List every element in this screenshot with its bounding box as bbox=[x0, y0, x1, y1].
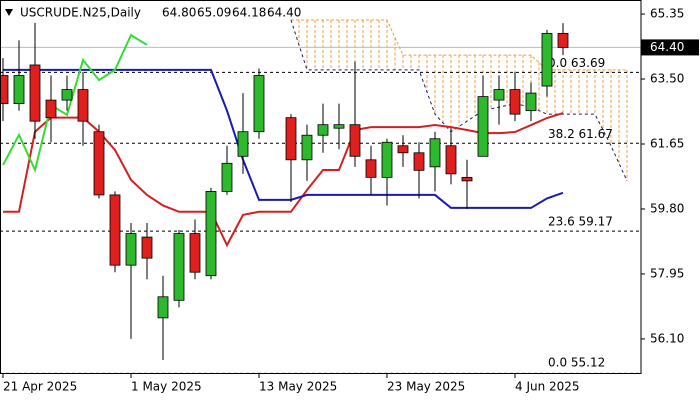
candle-body bbox=[525, 92, 537, 112]
candle-body bbox=[125, 233, 137, 266]
menu-triangle[interactable] bbox=[5, 9, 13, 16]
candle-body bbox=[381, 141, 393, 178]
candle-body bbox=[333, 124, 345, 129]
price-box bbox=[641, 39, 699, 56]
candle-body bbox=[349, 124, 361, 157]
candle-body bbox=[13, 75, 25, 105]
ohlc-high: 65.09 bbox=[197, 6, 231, 20]
candle-body bbox=[109, 194, 121, 266]
candle-body bbox=[429, 138, 441, 168]
candle-body bbox=[413, 152, 425, 171]
y-tick-label: 65.35 bbox=[650, 7, 684, 21]
ohlc-low: 64.18 bbox=[232, 6, 266, 20]
candle-body bbox=[461, 176, 473, 182]
indicator-line bbox=[3, 112, 564, 248]
candle-body bbox=[301, 134, 313, 161]
indicator-line bbox=[3, 68, 564, 209]
candle-body bbox=[141, 236, 153, 259]
y-tick-label: 57.95 bbox=[650, 266, 684, 280]
candle-body bbox=[285, 117, 297, 161]
candle-body bbox=[445, 145, 457, 175]
candle-body bbox=[317, 124, 329, 136]
cloud-lower bbox=[290, 19, 628, 182]
y-tick-label: 61.65 bbox=[650, 137, 684, 151]
x-tick-label: 21 Apr 2025 bbox=[3, 380, 77, 394]
candle-body bbox=[0, 75, 9, 105]
y-tick-label: 63.50 bbox=[650, 72, 684, 86]
candle-body bbox=[477, 96, 489, 157]
ohlc-close: 64.40 bbox=[267, 6, 301, 20]
candle-body bbox=[61, 89, 73, 101]
candle-body bbox=[557, 32, 569, 48]
x-tick-label: 13 May 2025 bbox=[259, 380, 337, 394]
candle-body bbox=[237, 131, 249, 157]
candle-body bbox=[173, 233, 185, 301]
fibo-label: 23.6 59.17 bbox=[548, 215, 613, 229]
candle-body bbox=[509, 89, 521, 115]
candle-body bbox=[493, 89, 505, 101]
candle-body bbox=[397, 145, 409, 154]
x-tick-label: 23 May 2025 bbox=[387, 380, 465, 394]
fibo-label: 0.0 63.69 bbox=[548, 56, 605, 70]
x-tick-label: 1 May 2025 bbox=[131, 380, 202, 394]
candle-body bbox=[157, 296, 169, 319]
y-tick-label: 56.10 bbox=[650, 331, 684, 345]
cloud-upper bbox=[291, 19, 627, 71]
fibo-label: 0.0 55.12 bbox=[548, 356, 605, 370]
candle-body bbox=[189, 233, 201, 273]
candle-body bbox=[45, 99, 57, 119]
indicator-line bbox=[2, 33, 148, 174]
price-label: 64.40 bbox=[650, 40, 684, 54]
ohlc-open: 64.80 bbox=[162, 6, 196, 20]
plot-border bbox=[0, 0, 642, 374]
candle-body bbox=[205, 191, 217, 277]
candle-body bbox=[365, 159, 377, 178]
candle-body bbox=[29, 64, 41, 122]
candle-body bbox=[221, 162, 233, 192]
candle-body bbox=[541, 32, 553, 87]
symbol: USCRUDE.N25,Daily bbox=[20, 6, 141, 20]
candle-body bbox=[77, 89, 89, 122]
candle-body bbox=[253, 75, 265, 133]
fibo-label: 38.2 61.67 bbox=[548, 127, 613, 141]
y-tick-label: 59.80 bbox=[650, 201, 684, 215]
x-tick-label: 4 Jun 2025 bbox=[515, 380, 580, 394]
candle-body bbox=[93, 131, 105, 196]
